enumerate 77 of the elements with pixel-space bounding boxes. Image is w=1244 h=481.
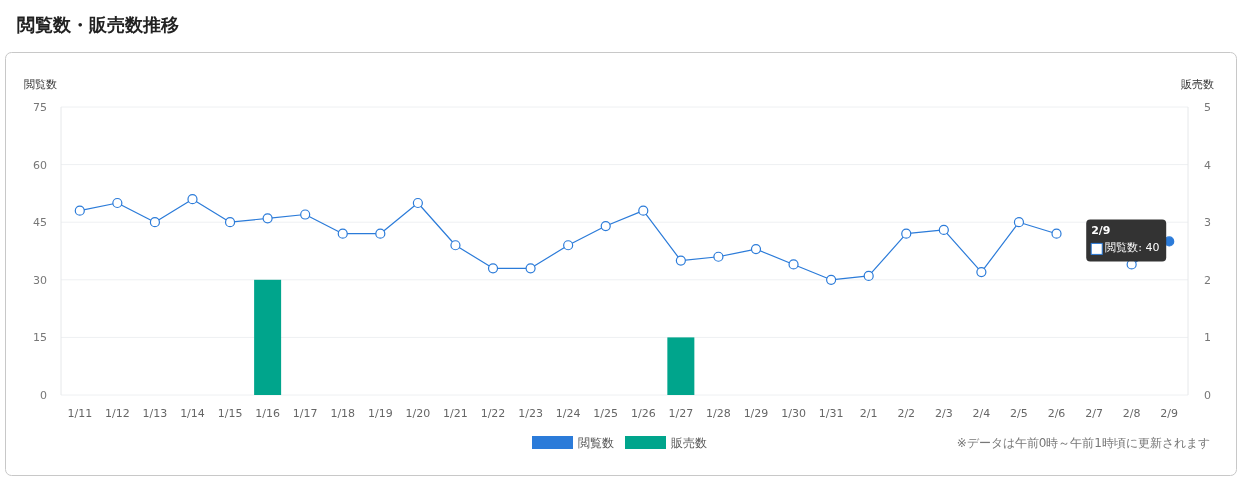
y2-axis-title: 販売数 <box>1181 78 1214 91</box>
x-tick-label: 1/22 <box>480 407 506 420</box>
y2-tick-label: 2 <box>1204 273 1211 287</box>
x-tick-label: 1/23 <box>518 407 543 420</box>
x-tick-label: 2/3 <box>934 407 953 420</box>
x-tick-label: 1/17 <box>292 407 318 420</box>
x-tick-label: 1/16 <box>255 407 280 420</box>
point <box>224 217 236 228</box>
point <box>525 263 536 274</box>
y-tick-label: 75 <box>33 101 47 114</box>
point <box>638 205 649 216</box>
y-tick-label: 0 <box>40 389 47 402</box>
point <box>187 194 198 205</box>
point <box>938 224 949 235</box>
x-tick-label: 1/11 <box>67 407 93 420</box>
point <box>262 213 273 224</box>
x-tick-label: 1/20 <box>405 407 431 420</box>
x-tick-label: 1/29 <box>743 407 769 420</box>
x-tick-label: 1/21 <box>443 407 468 420</box>
y2-tick-label: 4 <box>1204 158 1211 172</box>
point <box>412 197 423 209</box>
x-tick-label: 2/2 <box>897 407 916 420</box>
x-tick-label: 1/18 <box>330 407 356 420</box>
x-tick-label: 2/9 <box>1160 407 1179 420</box>
y-tick-label: 30 <box>33 273 47 287</box>
x-tick-label: 1/31 <box>818 407 844 420</box>
point <box>487 263 499 274</box>
point <box>450 240 461 251</box>
legend-label: 閲覧数 <box>578 436 614 450</box>
point <box>74 205 85 216</box>
x-tick-label: 1/24 <box>555 407 581 420</box>
x-tick-label: 1/13 <box>142 407 168 420</box>
x-tick-label: 1/30 <box>781 407 806 420</box>
point <box>112 197 123 209</box>
x-tick-label: 1/28 <box>706 407 731 420</box>
point <box>600 220 611 232</box>
x-tick-label: 2/5 <box>1010 407 1028 420</box>
x-tick-label: 1/14 <box>180 407 205 420</box>
point <box>901 228 912 239</box>
point <box>337 228 348 239</box>
point <box>976 267 987 278</box>
text: ※データは午前0時～午前1時頃に更新されます <box>956 436 1210 450</box>
point <box>563 240 574 251</box>
y2-tick-label: 1 <box>1204 331 1211 345</box>
chart-title: 閲覧数・販売数推移 <box>17 14 179 35</box>
y2-tick-label: 0 <box>1204 389 1211 402</box>
y-tick-label: 45 <box>33 216 47 230</box>
point <box>375 228 386 239</box>
x-tick-label: 2/1 <box>859 407 878 420</box>
point <box>149 217 161 228</box>
annotation: 閲覧数: 40 <box>1105 241 1160 255</box>
y2-tick-label: 5 <box>1204 101 1211 114</box>
x-tick-label: 1/19 <box>367 407 393 420</box>
x-tick-label: 1/12 <box>105 407 130 420</box>
point <box>788 259 799 270</box>
x-tick-label: 2/7 <box>1085 407 1103 420</box>
x-tick-label: 1/25 <box>593 407 619 420</box>
point <box>300 209 311 220</box>
y-tick-label: 60 <box>33 158 47 172</box>
x-tick-label: 1/26 <box>630 407 656 420</box>
x-tick-label: 2/8 <box>1122 407 1141 420</box>
x-tick-label: 2/4 <box>972 407 991 420</box>
legend-label: 販売数 <box>671 436 707 450</box>
annotation: 2/9 <box>1091 224 1111 238</box>
point <box>750 243 762 255</box>
point <box>675 255 686 266</box>
point <box>713 251 724 262</box>
y-axis-title: 閲覧数 <box>24 78 57 91</box>
x-tick-label: 2/6 <box>1047 407 1066 420</box>
y-tick-label: 15 <box>33 331 47 345</box>
x-tick-label: 1/15 <box>217 407 243 420</box>
point <box>1013 217 1025 228</box>
point <box>1051 228 1062 239</box>
point <box>863 270 874 282</box>
point <box>826 274 837 285</box>
y2-tick-label: 3 <box>1204 216 1211 230</box>
x-tick-label: 1/27 <box>668 407 694 420</box>
